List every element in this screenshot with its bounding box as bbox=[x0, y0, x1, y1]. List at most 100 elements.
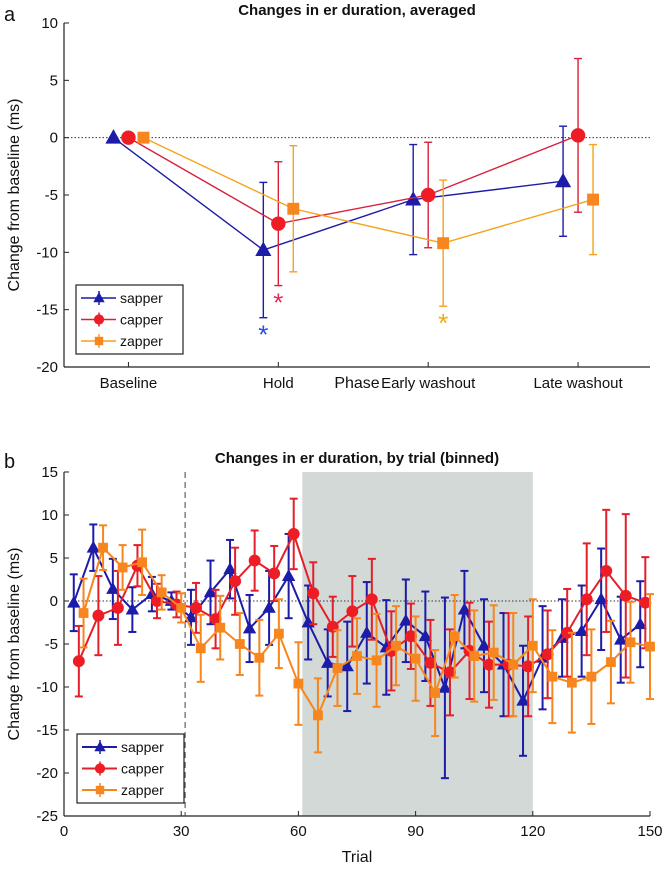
sapper-data-point bbox=[516, 693, 530, 706]
series-zapper: * bbox=[137, 131, 599, 338]
panel-b-ylabel: Change from baseline (ms) bbox=[6, 548, 23, 741]
panel-b-xlabel: Trial bbox=[342, 849, 373, 866]
capper-line bbox=[128, 134, 579, 225]
capper-data-point bbox=[404, 630, 417, 643]
sapper-data-point bbox=[340, 659, 354, 672]
y-tick-label: 5 bbox=[50, 550, 58, 567]
capper-data-point bbox=[420, 187, 436, 203]
capper-data-point bbox=[483, 658, 495, 671]
zapper-data-point bbox=[137, 557, 148, 568]
y-tick-label: 0 bbox=[50, 593, 58, 610]
panel-a-ylabel: Change from baseline (ms) bbox=[6, 99, 23, 292]
zapper-data-point bbox=[410, 653, 421, 664]
y-tick-label: 0 bbox=[50, 130, 58, 147]
zapper-data-point bbox=[587, 193, 599, 206]
capper-data-point bbox=[444, 666, 456, 679]
panel-a-title: Changes in er duration, averaged bbox=[238, 2, 476, 19]
zapper-data-point bbox=[234, 639, 245, 649]
legend-sapper-label: sapper bbox=[121, 739, 164, 755]
zapper-data-point bbox=[137, 131, 150, 144]
series-sapper: * bbox=[105, 125, 572, 350]
zapper-data-point bbox=[488, 647, 499, 658]
zapper-data-point bbox=[645, 641, 655, 652]
capper-data-point bbox=[561, 626, 574, 639]
series-capper: * bbox=[121, 57, 586, 318]
x-tick-label: 150 bbox=[637, 823, 662, 840]
sapper-data-point bbox=[321, 655, 335, 668]
legend-capper-label: capper bbox=[120, 312, 163, 328]
zapper-data-point bbox=[352, 651, 362, 661]
legend-sapper-label: sapper bbox=[120, 290, 163, 306]
sapper-data-point bbox=[477, 638, 491, 651]
zapper-data-point bbox=[469, 651, 480, 661]
y-tick-label: -10 bbox=[36, 679, 58, 696]
panel-b-by-trial: b Changes in er duration, by trial (binn… bbox=[4, 450, 663, 866]
sapper-data-point bbox=[574, 624, 589, 636]
panel-b-label: b bbox=[4, 451, 15, 473]
zapper-data-point bbox=[117, 562, 128, 573]
sapper-data-point bbox=[203, 585, 218, 598]
legend-sapper-marker bbox=[93, 292, 105, 303]
capper-data-point bbox=[271, 216, 286, 231]
x-tick-label: 60 bbox=[290, 823, 307, 840]
y-tick-label: 10 bbox=[41, 15, 58, 32]
capper-data-point bbox=[72, 655, 85, 668]
y-tick-label: 10 bbox=[41, 507, 58, 524]
sapper-data-point bbox=[106, 581, 120, 594]
capper-data-point bbox=[346, 605, 359, 618]
capper-data-point bbox=[580, 593, 593, 606]
sapper-data-point bbox=[86, 540, 100, 553]
sapper-data-point bbox=[418, 629, 433, 642]
y-tick-label: -5 bbox=[45, 187, 58, 204]
x-tick-label: Early washout bbox=[381, 375, 476, 392]
zapper-data-point bbox=[78, 608, 89, 618]
capper-data-point bbox=[639, 596, 652, 609]
sapper-data-point bbox=[614, 632, 628, 645]
zapper-data-point bbox=[391, 640, 401, 651]
sapper-line bbox=[113, 137, 564, 251]
panel-a-label: a bbox=[4, 4, 16, 26]
zapper-data-point bbox=[176, 602, 187, 613]
x-tick-label: Hold bbox=[263, 375, 294, 392]
zapper-data-point bbox=[625, 637, 636, 648]
panel-a-xlabel: Phase bbox=[334, 375, 379, 392]
zapper-data-point bbox=[332, 663, 343, 673]
zapper-data-point bbox=[566, 677, 577, 688]
series-capper bbox=[72, 497, 652, 718]
y-tick-label: -15 bbox=[36, 302, 58, 319]
capper-data-point bbox=[365, 593, 378, 606]
sapper-data-point bbox=[242, 621, 257, 634]
series-zapper bbox=[78, 524, 655, 754]
zapper-data-point bbox=[156, 587, 167, 598]
capper-data-point bbox=[209, 613, 222, 626]
y-tick-label: -5 bbox=[45, 636, 58, 653]
zapper-data-point bbox=[449, 631, 460, 642]
legend-zapper-label: zapper bbox=[121, 782, 164, 798]
legend-capper-marker bbox=[93, 314, 105, 325]
sapper-data-point bbox=[262, 600, 276, 613]
sapper-data-point bbox=[125, 602, 140, 615]
zapper-data-point bbox=[254, 652, 265, 663]
sapper-data-point bbox=[281, 569, 296, 581]
capper-data-point bbox=[619, 589, 632, 602]
sapper-data-point bbox=[457, 602, 472, 615]
capper-significance-star: * bbox=[273, 288, 283, 318]
zapper-data-point bbox=[215, 622, 226, 633]
sapper-significance-star: * bbox=[258, 320, 268, 350]
legend-zapper-marker bbox=[94, 336, 104, 346]
capper-data-point bbox=[307, 587, 320, 600]
capper-data-point bbox=[570, 128, 586, 143]
legend: sapper capper zapper bbox=[76, 733, 185, 804]
zapper-data-point bbox=[273, 628, 284, 639]
zapper-data-point bbox=[293, 678, 304, 689]
y-tick-label: -10 bbox=[36, 244, 58, 261]
panel-a-plot-area: 10 5 0 -5 -10 -15 -20 Baseline Hold Early washout… bbox=[36, 15, 650, 392]
sapper-data-point bbox=[594, 592, 608, 605]
zapper-data-point bbox=[527, 640, 538, 651]
zapper-data-point bbox=[287, 202, 300, 215]
y-tick-label: -20 bbox=[36, 359, 58, 376]
x-tick-label: 30 bbox=[173, 823, 190, 840]
sapper-data-point bbox=[554, 172, 572, 188]
zapper-data-point bbox=[508, 659, 519, 670]
